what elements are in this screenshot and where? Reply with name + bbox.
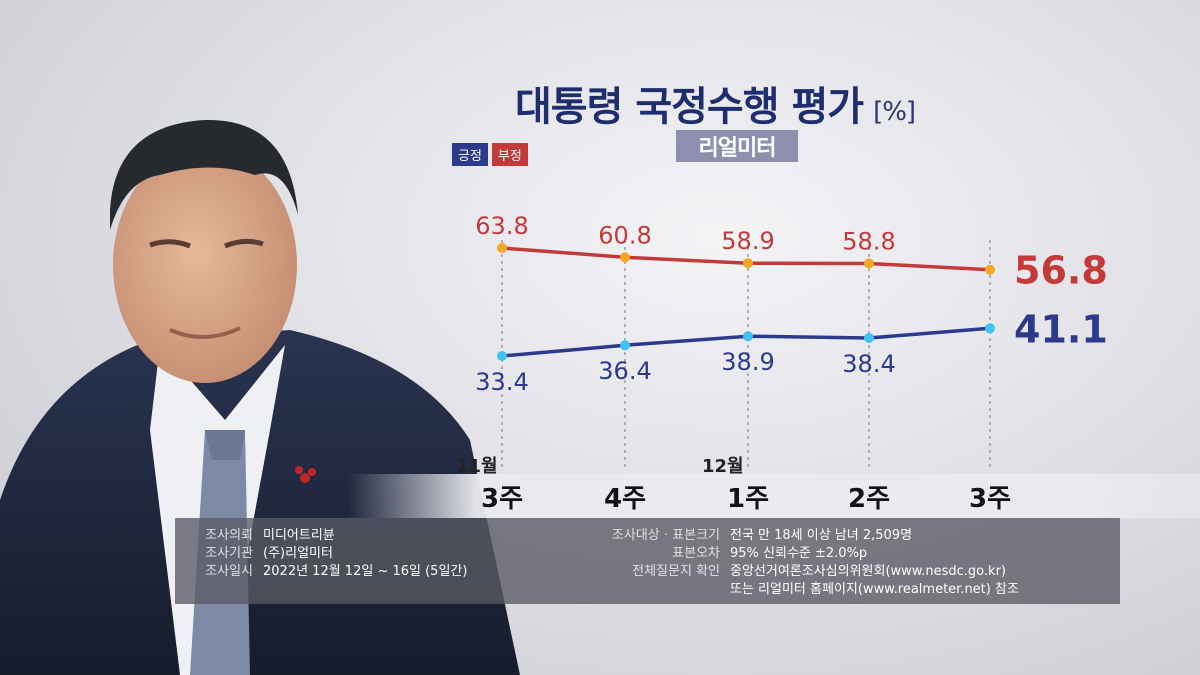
month-label: 12월: [702, 456, 744, 477]
data-label: 56.8: [1014, 249, 1108, 293]
month-label: 11월: [456, 456, 498, 477]
info-key: 조사일시: [205, 564, 253, 579]
info-row: 또는 리얼미터 홈페이지(www.realmeter.net) 참조: [580, 578, 1019, 597]
data-point: [743, 331, 753, 342]
chart-title: 대통령 국정수행 평가 [%]: [515, 74, 916, 130]
chart-unit: [%]: [873, 97, 916, 127]
data-label: 58.8: [842, 228, 895, 256]
x-tick-label: 4주: [603, 484, 647, 514]
data-label: 38.4: [842, 350, 895, 378]
info-value: 전국 만 18세 이상 남녀 2,509명: [730, 528, 913, 543]
x-tick-label: 3주: [480, 484, 524, 514]
legend: 긍정 부정: [452, 143, 528, 166]
info-value: 또는 리얼미터 홈페이지(www.realmeter.net) 참조: [730, 582, 1019, 597]
data-point: [497, 243, 507, 253]
legend-negative: 부정: [491, 143, 528, 166]
data-label: 58.9: [721, 227, 774, 255]
x-axis-bar: [348, 474, 1200, 518]
data-point: [620, 340, 630, 351]
source-badge: 리얼미터: [676, 130, 798, 162]
info-value: (주)리얼미터: [263, 546, 333, 561]
info-row: 조사일시 2022년 12월 12일 ~ 16일 (5일간): [183, 560, 467, 579]
info-key: 전체질문지 확인: [632, 564, 720, 579]
info-row: 표본오차 95% 신뢰수준 ±2.0%p: [580, 542, 867, 561]
info-key: 조사기관: [205, 546, 253, 561]
info-value: 중앙선거여론조사심의위원회(www.nesdc.go.kr): [730, 564, 1006, 579]
info-value: 2022년 12월 12일 ~ 16일 (5일간): [263, 564, 468, 579]
data-point: [985, 264, 995, 275]
data-label: 33.4: [475, 368, 528, 396]
data-label: 63.8: [475, 212, 528, 240]
x-tick-label: 2주: [847, 484, 891, 514]
info-key: 표본오차: [672, 546, 720, 561]
x-tick-label: 3주: [968, 484, 1012, 514]
info-key: 조사의뢰: [205, 528, 253, 543]
data-label: 60.8: [598, 221, 651, 249]
data-point: [620, 252, 630, 263]
data-point: [864, 333, 874, 343]
data-label: 41.1: [1014, 307, 1108, 351]
info-row: 조사기관 (주)리얼미터: [183, 542, 333, 561]
legend-positive: 긍정: [452, 143, 488, 166]
info-row: 전체질문지 확인 중앙선거여론조사심의위원회(www.nesdc.go.kr): [580, 560, 1006, 579]
person-photo: [0, 119, 520, 675]
data-point: [864, 258, 874, 269]
data-point: [497, 351, 507, 361]
data-label: 36.4: [598, 357, 651, 385]
chart-title-text: 대통령 국정수행 평가: [515, 84, 864, 130]
data-label: 38.9: [721, 348, 774, 376]
info-row: 조사의뢰 미디어트리뷴: [183, 524, 335, 543]
x-tick-label: 1주: [726, 484, 770, 514]
data-point: [743, 258, 753, 269]
data-point: [985, 323, 995, 334]
info-row: 조사대상 · 표본크기 전국 만 18세 이상 남녀 2,509명: [580, 524, 912, 543]
info-value: 미디어트리뷴: [263, 528, 335, 543]
info-value: 95% 신뢰수준 ±2.0%p: [730, 546, 868, 561]
info-key: 조사대상 · 표본크기: [611, 528, 720, 543]
